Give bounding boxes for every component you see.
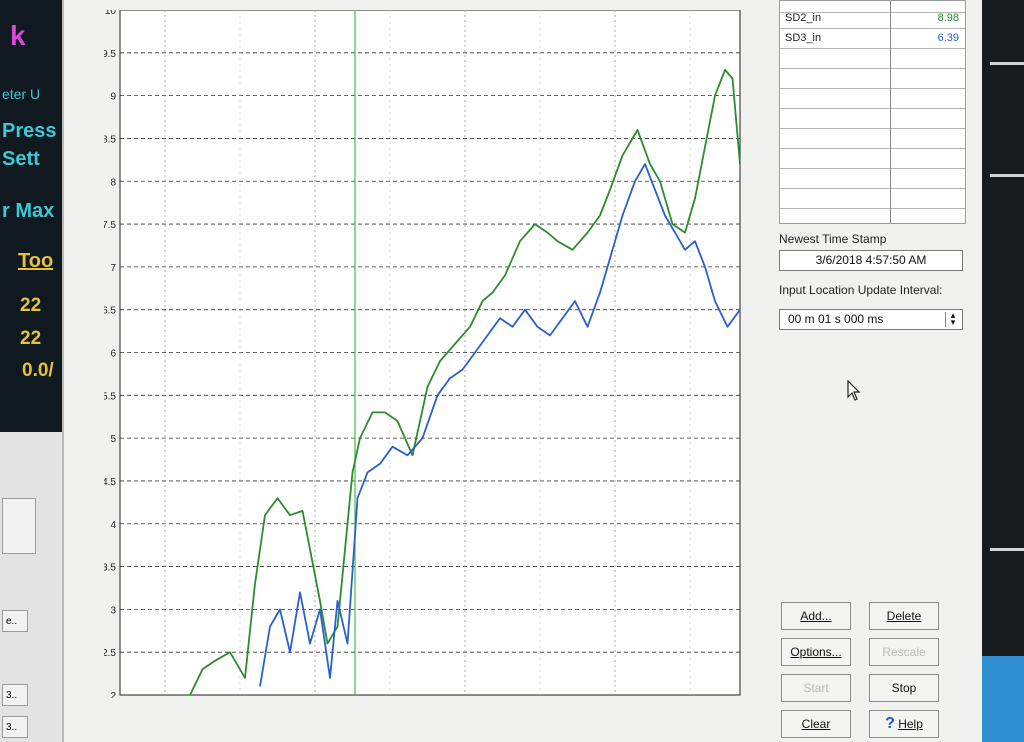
series-line-sd3-in (259, 163, 741, 687)
legend-row-empty (780, 149, 965, 169)
clear-button[interactable]: Clear (781, 710, 851, 738)
help-label: Help (898, 717, 923, 731)
background-button: 3.. (2, 684, 28, 706)
start-button[interactable]: Start (781, 674, 851, 702)
y-tick-label: 9.5 (104, 49, 116, 60)
y-tick-label: 6 (110, 349, 116, 360)
y-tick-label: 9 (110, 92, 116, 103)
legend-table[interactable]: SD2_in 8.98 SD3_in 6.39 (779, 0, 966, 224)
y-tick-label: 4.5 (104, 477, 116, 488)
y-tick-label: 10 (105, 10, 117, 17)
options-button[interactable]: Options... (781, 638, 851, 666)
grid (120, 10, 740, 695)
y-tick-label: 5 (110, 434, 116, 445)
timestamp-label: Newest Time Stamp (779, 232, 887, 246)
background-button (2, 498, 36, 554)
spinner-icon[interactable]: ▴ ▾ (945, 311, 960, 327)
background-text: 22 (20, 295, 42, 316)
y-tick-label: 6.5 (104, 306, 116, 317)
background-taskbar (975, 656, 1024, 742)
legend-row-clipped (780, 1, 965, 13)
y-tick-label: 5.5 (104, 391, 116, 402)
background-text: k (10, 20, 26, 51)
interval-label: Input Location Update Interval: (779, 283, 943, 297)
y-tick-label: 2.5 (104, 648, 116, 659)
y-axis-ticks: 2 2.5 3 3.5 4 4.5 5 5.5 6 6.5 7 7.5 8 8.5 9 9.5 10 (104, 10, 116, 698)
legend-row-empty (780, 169, 965, 189)
legend-row[interactable]: SD3_in 6.39 (780, 29, 965, 49)
background-text: eter U (2, 86, 41, 102)
timestamp-field: 3/6/2018 4:57:50 AM (779, 250, 963, 271)
legend-name: SD3_in (785, 32, 822, 44)
y-tick-label: 8 (110, 177, 116, 188)
background-app-lower: e.. 3.. 3.. (0, 432, 70, 742)
background-app-panel: k eter U Press Sett r Max Too 22 22 0.0/… (0, 0, 70, 742)
legend-value: 8.98 (937, 12, 959, 24)
background-divider (990, 174, 1024, 177)
legend-row-empty (780, 109, 965, 129)
interval-value: 00 m 01 s 000 ms (788, 312, 884, 326)
background-text: Press (2, 120, 57, 142)
background-text: r Max (2, 200, 55, 222)
chart-window: 22.533.544.555.566.577.588.599.510 03/05… (62, 0, 982, 742)
legend-value: 6.39 (937, 32, 959, 44)
legend-divider (890, 1, 891, 223)
background-text: Sett (2, 148, 40, 170)
help-icon: ? (885, 715, 895, 732)
interval-field[interactable]: 00 m 01 s 000 ms ▴ ▾ (779, 309, 963, 330)
line-chart[interactable]: 22.533.544.555.566.577.588.599.510 03/05… (104, 10, 744, 698)
legend-row-empty (780, 129, 965, 149)
y-tick-label: 3.5 (104, 563, 116, 574)
legend-row[interactable]: SD2_in 8.98 (780, 9, 965, 29)
legend-row-empty (780, 49, 965, 69)
y-tick-label: 3 (110, 605, 116, 616)
background-text: Too (18, 250, 54, 272)
help-button[interactable]: ? Help (869, 710, 939, 738)
y-tick-label: 7 (110, 263, 116, 274)
delete-button[interactable]: Delete (869, 602, 939, 630)
y-tick-label: 4 (110, 520, 116, 531)
background-button: 3.. (2, 716, 28, 738)
mouse-cursor-icon (847, 379, 861, 407)
add-button[interactable]: Add... (781, 602, 851, 630)
rescale-button[interactable]: Rescale (869, 638, 939, 666)
side-panel: SD2_in 8.98 SD3_in 6.39 Newest Time Stam… (769, 0, 979, 742)
background-text: 22 (20, 328, 42, 349)
chart-area[interactable]: 22.533.544.555.566.577.588.599.510 03/05… (104, 10, 744, 698)
legend-row-empty (780, 189, 965, 209)
y-tick-label: 2 (110, 691, 116, 698)
background-button: e.. (2, 610, 28, 632)
background-right-panel (975, 0, 1024, 742)
background-app-header: k eter U Press Sett r Max Too 22 22 0.0/ (0, 0, 70, 432)
background-text: 0.0/ (22, 360, 54, 381)
background-divider (990, 548, 1024, 551)
background-divider (990, 62, 1024, 65)
series-line-sd2-in (189, 69, 741, 696)
stop-button[interactable]: Stop (869, 674, 939, 702)
y-tick-label: 8.5 (104, 134, 116, 145)
y-tick-label: 7.5 (104, 220, 116, 231)
legend-row-empty (780, 69, 965, 89)
legend-row-empty (780, 89, 965, 109)
legend-name: SD2_in (785, 12, 822, 24)
series (189, 69, 741, 696)
